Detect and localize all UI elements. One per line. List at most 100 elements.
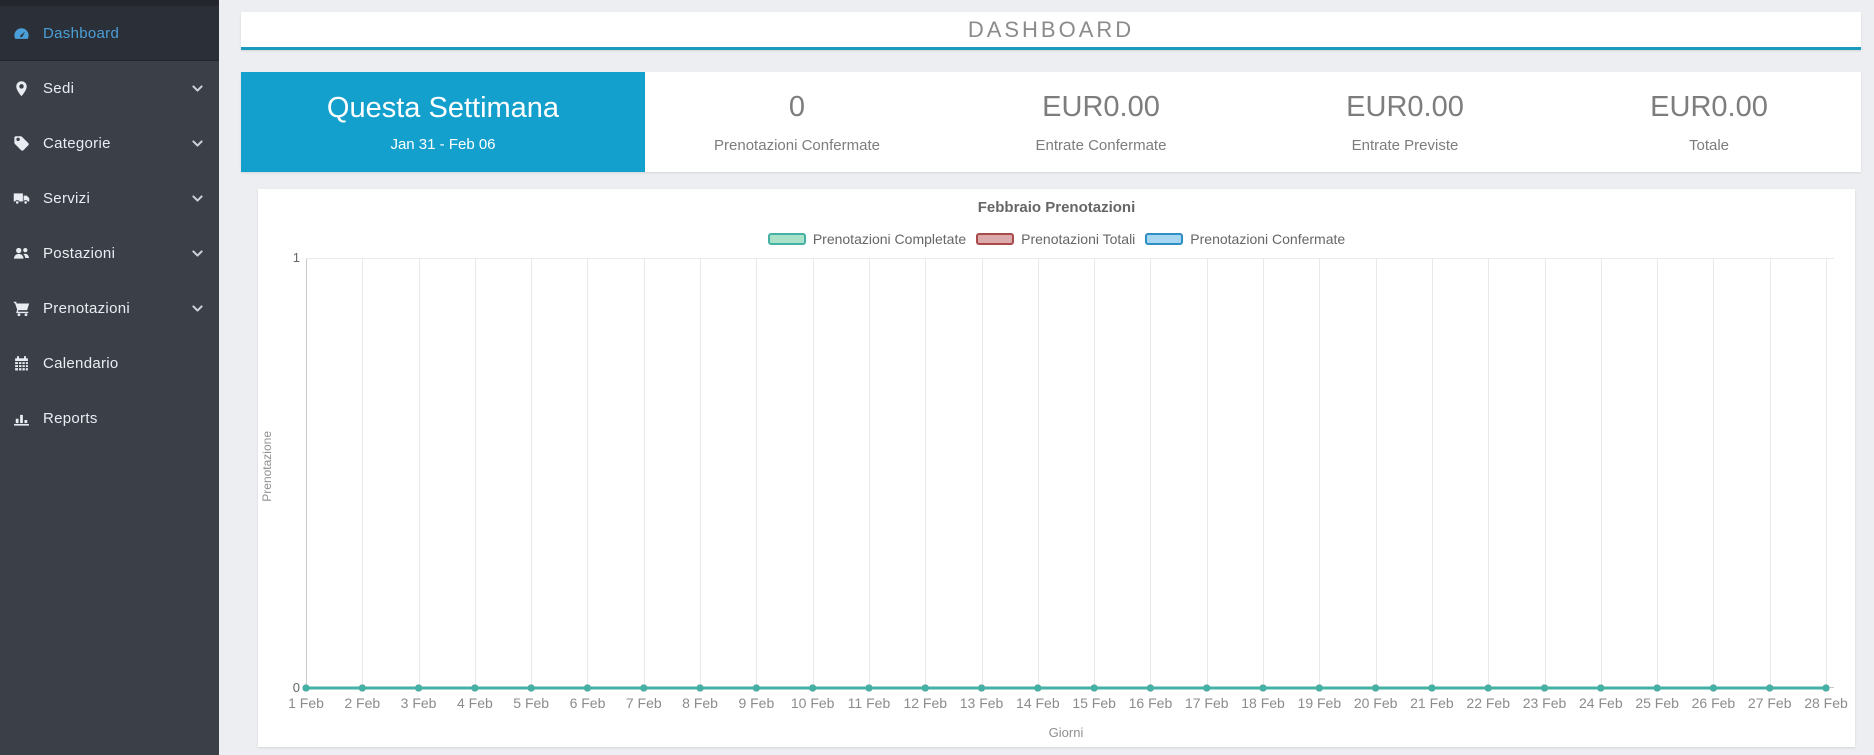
x-tick-label: 20 Feb <box>1353 695 1398 711</box>
x-tick-label: 5 Feb <box>513 695 550 711</box>
data-point-marker <box>302 684 310 692</box>
x-tick-label: 21 Feb <box>1410 695 1454 711</box>
legend-swatch <box>767 233 806 245</box>
stats-row: Questa Settimana Jan 31 - Feb 06 0 Preno… <box>241 72 1861 172</box>
y-tick-label-max: 1 <box>292 250 300 265</box>
stat-tile: EUR0.00 Entrate Previste <box>1253 72 1557 172</box>
data-point-marker <box>1597 684 1605 692</box>
data-point-marker <box>1766 684 1774 692</box>
gridline <box>1263 258 1265 688</box>
sidebar-item-prenotazioni[interactable]: Prenotazioni <box>0 281 219 336</box>
sidebar-item-label: Postazioni <box>43 245 116 262</box>
gridline <box>531 258 533 688</box>
data-point-marker <box>752 684 760 692</box>
sidebar: Dashboard Sedi Categorie Servizi Postazi… <box>0 0 219 755</box>
stat-tile: EUR0.00 Totale <box>1557 72 1861 172</box>
sidebar-item-dashboard[interactable]: Dashboard <box>0 6 219 61</box>
tag-icon <box>13 135 30 152</box>
sidebar-item-calendario[interactable]: Calendario <box>0 336 219 391</box>
x-tick-label: 17 Feb <box>1184 695 1229 711</box>
gridline <box>474 258 476 688</box>
series-line-prenotazioni-completate <box>302 684 1830 692</box>
sidebar-item-label: Reports <box>43 410 98 427</box>
sidebar-item-postazioni[interactable]: Postazioni <box>0 226 219 281</box>
gridline <box>981 258 983 688</box>
chart-title: Febbraio Prenotazioni <box>977 199 1136 216</box>
chart-card: Febbraio Prenotazioni Prenotazioni Compl… <box>258 189 1855 747</box>
dashboard-icon <box>13 25 30 42</box>
stat-tile: 0 Prenotazioni Confermate <box>645 72 949 172</box>
gridline <box>1544 258 1546 688</box>
gridline <box>643 258 645 688</box>
data-point-marker <box>527 684 535 692</box>
data-point-marker <box>1034 684 1042 692</box>
data-point-marker <box>978 684 986 692</box>
sidebar-item-label: Sedi <box>43 80 75 97</box>
legend-item[interactable]: Prenotazioni Totali <box>976 231 1135 247</box>
x-tick-label: 16 Feb <box>1128 695 1173 711</box>
sidebar-item-label: Servizi <box>43 190 91 207</box>
x-tick-label: 8 Feb <box>682 695 718 711</box>
x-axis-labels: 1 Feb 2 Feb 3 Feb 4 Feb 5 Feb 6 Feb 7 Feb 8 Feb… <box>288 695 1848 713</box>
legend-label: Prenotazioni Totali <box>1021 231 1136 247</box>
sidebar-item-servizi[interactable]: Servizi <box>0 171 219 226</box>
data-point-marker <box>1822 684 1830 692</box>
gridline <box>1488 258 1490 688</box>
stat-label: Entrate Confermate <box>1035 136 1167 154</box>
x-tick-label: 10 Feb <box>790 695 835 711</box>
plot-area <box>302 258 1834 692</box>
chevron-down-icon <box>190 81 205 96</box>
sidebar-nav: Dashboard Sedi Categorie Servizi Postazi… <box>0 6 219 446</box>
map-marker-icon <box>13 80 30 97</box>
x-tick-label: 15 Feb <box>1072 695 1116 711</box>
legend-swatch <box>1145 233 1184 245</box>
stat-tile: EUR0.00 Entrate Confermate <box>949 72 1253 172</box>
sidebar-item-label: Dashboard <box>43 24 120 42</box>
users-icon <box>13 245 30 262</box>
gridline <box>1037 258 1039 688</box>
sidebar-top-strip <box>0 0 219 6</box>
gridline <box>362 258 364 688</box>
x-tick-label: 23 Feb <box>1522 695 1567 711</box>
gridline <box>868 258 870 688</box>
gridline <box>1769 258 1771 688</box>
x-tick-label: 26 Feb <box>1691 695 1736 711</box>
x-tick-label: 28 Feb <box>1804 695 1848 711</box>
sidebar-item-categorie[interactable]: Categorie <box>0 116 219 171</box>
stat-value: EUR0.00 <box>1650 90 1768 123</box>
x-tick-label: 25 Feb <box>1635 695 1679 711</box>
gridline-top <box>306 258 1834 259</box>
gridline <box>812 258 814 688</box>
legend-item[interactable]: Prenotazioni Confermate <box>1145 231 1345 247</box>
legend-label: Prenotazioni Confermate <box>1190 231 1346 247</box>
data-point-marker <box>471 684 479 692</box>
truck-icon <box>13 190 30 207</box>
data-point-marker <box>1653 684 1661 692</box>
bar-chart-icon <box>13 410 30 427</box>
cart-icon <box>13 300 30 317</box>
x-tick-label: 12 Feb <box>903 695 948 711</box>
gridline <box>1657 258 1659 688</box>
x-tick-label: 1 Feb <box>288 695 324 711</box>
gridline <box>1319 258 1321 688</box>
x-tick-label: 27 Feb <box>1747 695 1792 711</box>
page-header: DASHBOARD <box>241 12 1861 50</box>
legend-item[interactable]: Prenotazioni Completate <box>767 231 966 247</box>
x-tick-label: 7 Feb <box>625 695 662 711</box>
sidebar-item-sedi[interactable]: Sedi <box>0 61 219 116</box>
x-tick-label: 18 Feb <box>1241 695 1285 711</box>
data-point-marker <box>1203 684 1211 692</box>
data-point-marker <box>1315 684 1323 692</box>
data-point-marker <box>640 684 648 692</box>
y-axis-title: Prenotazione <box>260 431 274 502</box>
data-point-marker <box>865 684 873 692</box>
x-tick-label: 4 Feb <box>456 695 493 711</box>
data-point-marker <box>1709 684 1717 692</box>
x-tick-label: 3 Feb <box>400 695 437 711</box>
stat-value: EUR0.00 <box>1042 90 1160 123</box>
y-tick-label-min: 0 <box>292 680 300 695</box>
sidebar-item-reports[interactable]: Reports <box>0 391 219 446</box>
x-tick-label: 24 Feb <box>1579 695 1623 711</box>
period-selector[interactable]: Questa Settimana Jan 31 - Feb 06 <box>241 72 645 172</box>
gridline <box>1826 258 1827 688</box>
